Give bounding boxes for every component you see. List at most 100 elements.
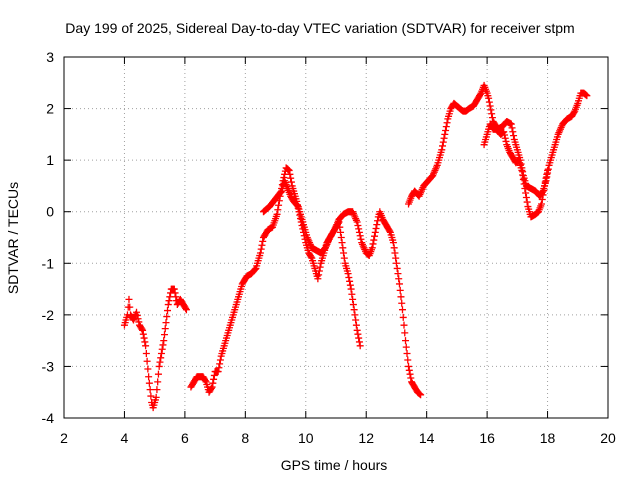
data-point (520, 180, 528, 188)
data-point (401, 329, 409, 337)
data-point (145, 373, 153, 381)
x-tick-label: 10 (298, 430, 314, 446)
data-point (157, 354, 165, 362)
data-point (133, 308, 141, 316)
y-tick-label: 1 (46, 152, 54, 168)
data-point (438, 146, 446, 154)
data-point (152, 393, 160, 401)
data-point (346, 281, 354, 289)
data-point (350, 306, 358, 314)
data-point (171, 289, 179, 297)
data-point (398, 306, 406, 314)
data-points (120, 81, 591, 412)
x-axis-label: GPS time / hours (281, 457, 388, 473)
data-point (345, 273, 353, 281)
data-point (355, 228, 363, 236)
data-point (337, 228, 345, 236)
data-point (259, 237, 267, 245)
data-point (485, 94, 493, 102)
data-point (500, 131, 508, 139)
data-point (215, 364, 223, 372)
data-point (142, 342, 150, 350)
data-point (287, 178, 295, 186)
data-point (518, 166, 526, 174)
data-point (371, 232, 379, 240)
data-point (160, 331, 168, 339)
data-point (394, 270, 402, 278)
data-point (141, 338, 149, 346)
data-point (522, 189, 530, 197)
data-point (393, 264, 401, 272)
data-point (521, 185, 529, 193)
data-point (389, 239, 397, 247)
data-point (354, 221, 362, 229)
data-point (488, 114, 496, 122)
data-point (349, 295, 357, 303)
data-point (356, 342, 364, 350)
data-point (158, 345, 166, 353)
data-point (138, 325, 146, 333)
data-point (386, 227, 394, 235)
data-point (371, 228, 379, 236)
data-point (340, 249, 348, 257)
data-point (439, 138, 447, 146)
data-point (369, 240, 377, 248)
data-point (153, 386, 161, 394)
data-point (510, 132, 518, 140)
data-point (488, 110, 496, 118)
data-point (519, 171, 527, 179)
data-point (285, 166, 293, 174)
data-point (374, 217, 382, 225)
data-point (353, 326, 361, 334)
data-point (172, 293, 180, 301)
data-point (154, 370, 162, 378)
data-point (339, 244, 347, 252)
data-point (487, 106, 495, 114)
data-point (406, 370, 414, 378)
data-point (403, 350, 411, 358)
data-point (396, 286, 404, 294)
x-tick-label: 8 (241, 430, 249, 446)
data-point (395, 280, 403, 288)
y-tick-label: 2 (46, 101, 54, 117)
data-point (399, 313, 407, 321)
data-point (145, 379, 153, 387)
data-point (352, 321, 360, 329)
chart-title: Day 199 of 2025, Sidereal Day-to-day VTE… (65, 20, 574, 36)
data-point (356, 232, 364, 240)
data-point (273, 210, 281, 218)
data-point (442, 123, 450, 131)
data-point (486, 102, 494, 110)
data-point (155, 362, 163, 370)
data-point (277, 188, 285, 196)
data-point (349, 301, 357, 309)
data-point (210, 375, 218, 383)
data-point (126, 303, 134, 311)
data-point (133, 312, 141, 320)
data-point (161, 325, 169, 333)
data-point (398, 299, 406, 307)
data-point (330, 227, 338, 235)
data-point (402, 343, 410, 351)
data-point (368, 244, 376, 252)
data-point (166, 293, 174, 301)
data-point (402, 337, 410, 345)
data-point (538, 200, 546, 208)
data-point (501, 134, 509, 142)
data-point (315, 271, 323, 279)
data-point (373, 221, 381, 229)
data-point (274, 206, 282, 214)
data-point (314, 275, 322, 283)
data-point (156, 358, 164, 366)
data-point (405, 362, 413, 370)
data-point (157, 350, 165, 358)
y-tick-label: -1 (42, 255, 55, 271)
y-tick-label: -3 (42, 358, 55, 374)
data-point (208, 383, 216, 391)
data-point (353, 218, 361, 226)
x-tick-label: 14 (419, 430, 435, 446)
data-point (348, 290, 356, 298)
data-point (344, 270, 352, 278)
